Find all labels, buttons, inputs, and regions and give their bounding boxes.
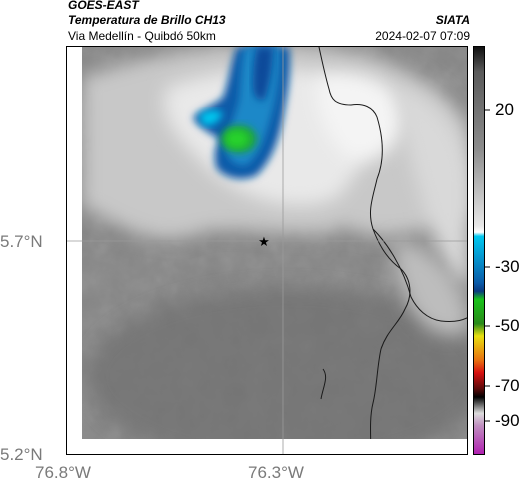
region-label: Via Medellín - Quibdó 50km: [68, 29, 216, 43]
location-star-icon: ★: [258, 235, 270, 250]
satellite-imagery: [82, 47, 467, 439]
brightness-temperature-map: ★: [67, 47, 467, 454]
colorbar-tick-20: 20: [495, 100, 514, 119]
timestamp-label: 2024-02-07 07:09: [375, 29, 470, 43]
lat-label-5.2N: 5.2°N: [0, 445, 43, 464]
colorbar-tick-marks: [485, 109, 490, 422]
lon-label-76.3W: 76.3°W: [248, 463, 304, 482]
lat-label-5.7N: 5.7°N: [0, 232, 43, 251]
lon-label-76.8W: 76.8°W: [35, 463, 91, 482]
map-panel: ★: [66, 46, 468, 455]
colorbar-tick-minus50: -50: [495, 316, 520, 335]
satellite-title: GOES-EAST: [68, 0, 139, 12]
colorbar-tick-minus30: -30: [495, 257, 520, 276]
boundary-line: [318, 47, 411, 439]
colorbar-tick-minus70: -70: [495, 376, 520, 395]
colorbar-tick-minus90: -90: [495, 411, 520, 430]
temperature-colorbar: [473, 46, 485, 455]
org-label: SIATA: [435, 13, 470, 27]
product-title: Temperatura de Brillo CH13: [68, 13, 226, 27]
